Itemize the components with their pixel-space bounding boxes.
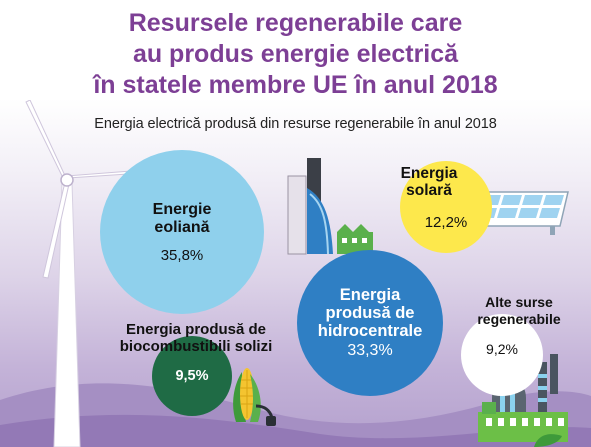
biofuel-label-line-1: Energia produsă de [125, 321, 267, 338]
other-label-line-1: Alte surse [485, 294, 553, 310]
hydro-label-line-1: Energia [339, 286, 401, 304]
other-label-line-2: regenerabile [477, 311, 561, 327]
other-sources-percent: 9,2% [486, 341, 518, 357]
wind-energy-bubble: Energie eoliană 35,8% [100, 150, 264, 314]
hydro-energy-bubble: Energia produsă de hidrocentrale 33,3% [297, 250, 443, 396]
solar-label: Energia solară [384, 165, 474, 199]
title-line-1: Resursele regenerabile care [128, 9, 463, 37]
purple-hills [0, 383, 591, 447]
biofuel-label: Energia produsă de biocombustibili soliz… [96, 321, 296, 355]
title-line-2: au produs energie electrică [132, 40, 459, 68]
wind-label-line-1: Energie [152, 200, 212, 218]
biofuel-energy-bubble [152, 336, 232, 416]
other-sources-bubble [461, 314, 543, 396]
dam-icon [287, 158, 373, 255]
solar-energy-bubble [400, 161, 492, 253]
title-line-3: în statele membre UE în anul 2018 [93, 71, 498, 99]
wind-percent: 35,8% [160, 246, 204, 264]
wind-turbine-icon [25, 100, 159, 447]
biofuel-percent: 9,5% [175, 368, 209, 384]
hydro-label-line-2: produsă de [325, 304, 415, 322]
solar-label-line-2: solară [406, 182, 452, 199]
other-sources-label: Alte surse regenerabile [449, 294, 589, 328]
solar-percent: 12,2% [424, 214, 468, 231]
biofuel-label-line-2: biocombustibili solizi [119, 338, 273, 355]
hydro-percent: 33,3% [347, 342, 393, 359]
corn-fuel-icon [233, 368, 276, 426]
hydro-label-line-3: hidrocentrale [317, 322, 423, 340]
page-title: Resursele regenerabile care au produs en… [20, 8, 571, 101]
solar-label-line-1: Energia [400, 165, 458, 182]
factory-icon [478, 354, 568, 447]
wind-label-line-2: eoliană [154, 218, 210, 236]
page-subtitle: Energia electrică produsă din resurse re… [94, 116, 497, 132]
